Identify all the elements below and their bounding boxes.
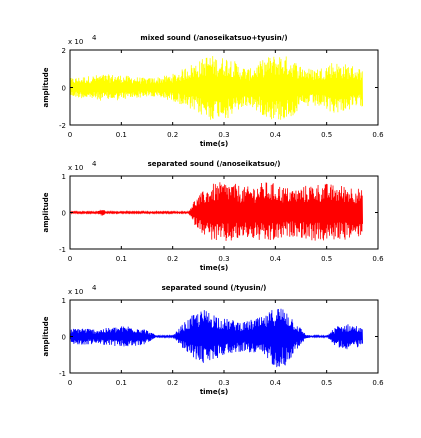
x-tick-label-3-0: 0 — [68, 379, 72, 387]
y-axis-label-2: amplitude — [42, 192, 50, 232]
y-tick-label-3-0: -1 — [59, 370, 66, 378]
waveform-series-1-1 — [69, 56, 363, 120]
x-tick-label-2-3: 0.3 — [218, 255, 229, 263]
y-tick-label-1-0: -2 — [59, 122, 66, 130]
y-tick-label-3-1: 0 — [62, 334, 66, 342]
x-axis-label-2: time(s) — [200, 264, 228, 272]
x-tick-label-3-3: 0.3 — [218, 379, 229, 387]
y-tick-label-2-2: 1 — [62, 173, 66, 181]
x-axis-label-3: time(s) — [200, 388, 228, 396]
x-tick-label-3-4: 0.4 — [270, 379, 282, 387]
y-tick-label-1-2: 2 — [62, 47, 66, 55]
waveform-series-2-1 — [69, 182, 363, 241]
x-tick-label-1-4: 0.4 — [270, 131, 282, 139]
x-axis-label-1: time(s) — [200, 140, 228, 148]
y-multiplier-1: x 10 — [68, 38, 83, 46]
x-tick-label-1-5: 0.5 — [321, 131, 332, 139]
y-multiplier-2: x 10 — [68, 164, 83, 172]
y-exponent-2: 4 — [92, 160, 97, 168]
x-tick-label-3-2: 0.2 — [167, 379, 178, 387]
x-tick-label-2-5: 0.5 — [321, 255, 332, 263]
y-tick-label-2-0: -1 — [59, 246, 66, 254]
y-tick-label-1-1: 0 — [62, 85, 66, 93]
x-tick-label-3-5: 0.5 — [321, 379, 332, 387]
x-tick-label-1-6: 0.6 — [372, 131, 384, 139]
chart-title-2: separated sound (/anoseikatsuo/) — [148, 160, 281, 168]
chart-title-3: separated sound (/tyusin/) — [162, 284, 267, 292]
waveform-series-3-1 — [69, 308, 363, 368]
y-tick-label-3-2: 1 — [62, 297, 66, 305]
x-tick-label-2-1: 0.1 — [116, 255, 127, 263]
x-tick-label-1-2: 0.2 — [167, 131, 178, 139]
x-tick-label-2-6: 0.6 — [372, 255, 384, 263]
y-tick-label-2-1: 0 — [62, 210, 66, 218]
x-tick-label-1-1: 0.1 — [116, 131, 127, 139]
x-tick-label-2-4: 0.4 — [270, 255, 282, 263]
y-exponent-3: 4 — [92, 284, 97, 292]
y-axis-label-3: amplitude — [42, 316, 50, 356]
x-tick-label-2-0: 0 — [68, 255, 72, 263]
y-exponent-1: 4 — [92, 34, 97, 42]
x-tick-label-3-1: 0.1 — [116, 379, 127, 387]
y-multiplier-3: x 10 — [68, 288, 83, 296]
x-tick-label-3-6: 0.6 — [372, 379, 384, 387]
x-tick-label-1-0: 0 — [68, 131, 72, 139]
x-tick-label-1-3: 0.3 — [218, 131, 229, 139]
x-tick-label-2-2: 0.2 — [167, 255, 178, 263]
y-axis-label-1: amplitude — [42, 67, 50, 107]
chart-title-1: mixed sound (/anoseikatsuo+tyusin/) — [140, 34, 287, 42]
